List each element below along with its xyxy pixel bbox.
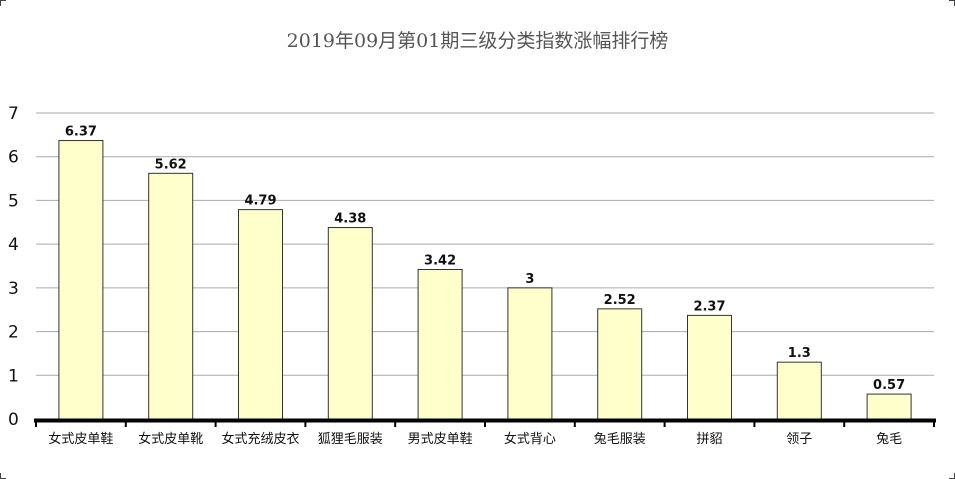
y-tick-label: 2 bbox=[8, 323, 19, 343]
bar bbox=[148, 172, 194, 420]
y-tick-label: 0 bbox=[8, 410, 19, 430]
y-tick-label: 6 bbox=[8, 148, 19, 168]
bar bbox=[776, 361, 822, 420]
y-tick-label: 3 bbox=[8, 279, 19, 299]
x-tick-label: 兔毛服装 bbox=[594, 432, 646, 447]
bar bbox=[238, 209, 283, 420]
data-label: 4.79 bbox=[244, 194, 276, 209]
data-label: 0.57 bbox=[873, 378, 905, 393]
data-label: 6.37 bbox=[65, 125, 97, 140]
chart-title: 2019年09月第01期三级分类指数涨幅排行榜 bbox=[286, 30, 669, 52]
x-tick-label: 女式充绒皮衣 bbox=[221, 431, 299, 447]
y-tick-label: 7 bbox=[8, 104, 19, 124]
x-tick-label: 女式皮单鞋 bbox=[48, 431, 113, 447]
bar bbox=[687, 314, 732, 420]
corner-mark-top-left bbox=[0, 0, 6, 6]
data-label: 2.37 bbox=[693, 299, 725, 314]
x-tick-label: 男式皮单鞋 bbox=[408, 431, 473, 447]
x-tick-label: 女式皮单靴 bbox=[138, 431, 203, 447]
data-label: 4.38 bbox=[334, 212, 366, 227]
y-tick-label: 1 bbox=[8, 366, 19, 386]
x-tick-label: 女式背心 bbox=[504, 431, 556, 447]
x-tick-label: 狐狸毛服装 bbox=[318, 432, 383, 447]
bar bbox=[327, 227, 373, 420]
data-label: 3 bbox=[525, 272, 534, 287]
data-label: 3.42 bbox=[424, 253, 456, 268]
y-tick-label: 4 bbox=[8, 235, 19, 255]
data-label: 5.62 bbox=[155, 157, 187, 172]
data-label: 1.3 bbox=[788, 346, 811, 361]
bar bbox=[417, 268, 463, 420]
x-tick-label: 兔毛 bbox=[876, 432, 902, 447]
x-tick-label: 拼貂 bbox=[696, 432, 722, 447]
bar bbox=[866, 393, 912, 420]
x-tick-label: 领子 bbox=[786, 432, 812, 447]
y-tick-label: 5 bbox=[8, 191, 19, 211]
bar bbox=[58, 140, 104, 420]
bar bbox=[597, 308, 643, 420]
bar bbox=[507, 287, 553, 420]
data-label: 2.52 bbox=[604, 293, 636, 308]
